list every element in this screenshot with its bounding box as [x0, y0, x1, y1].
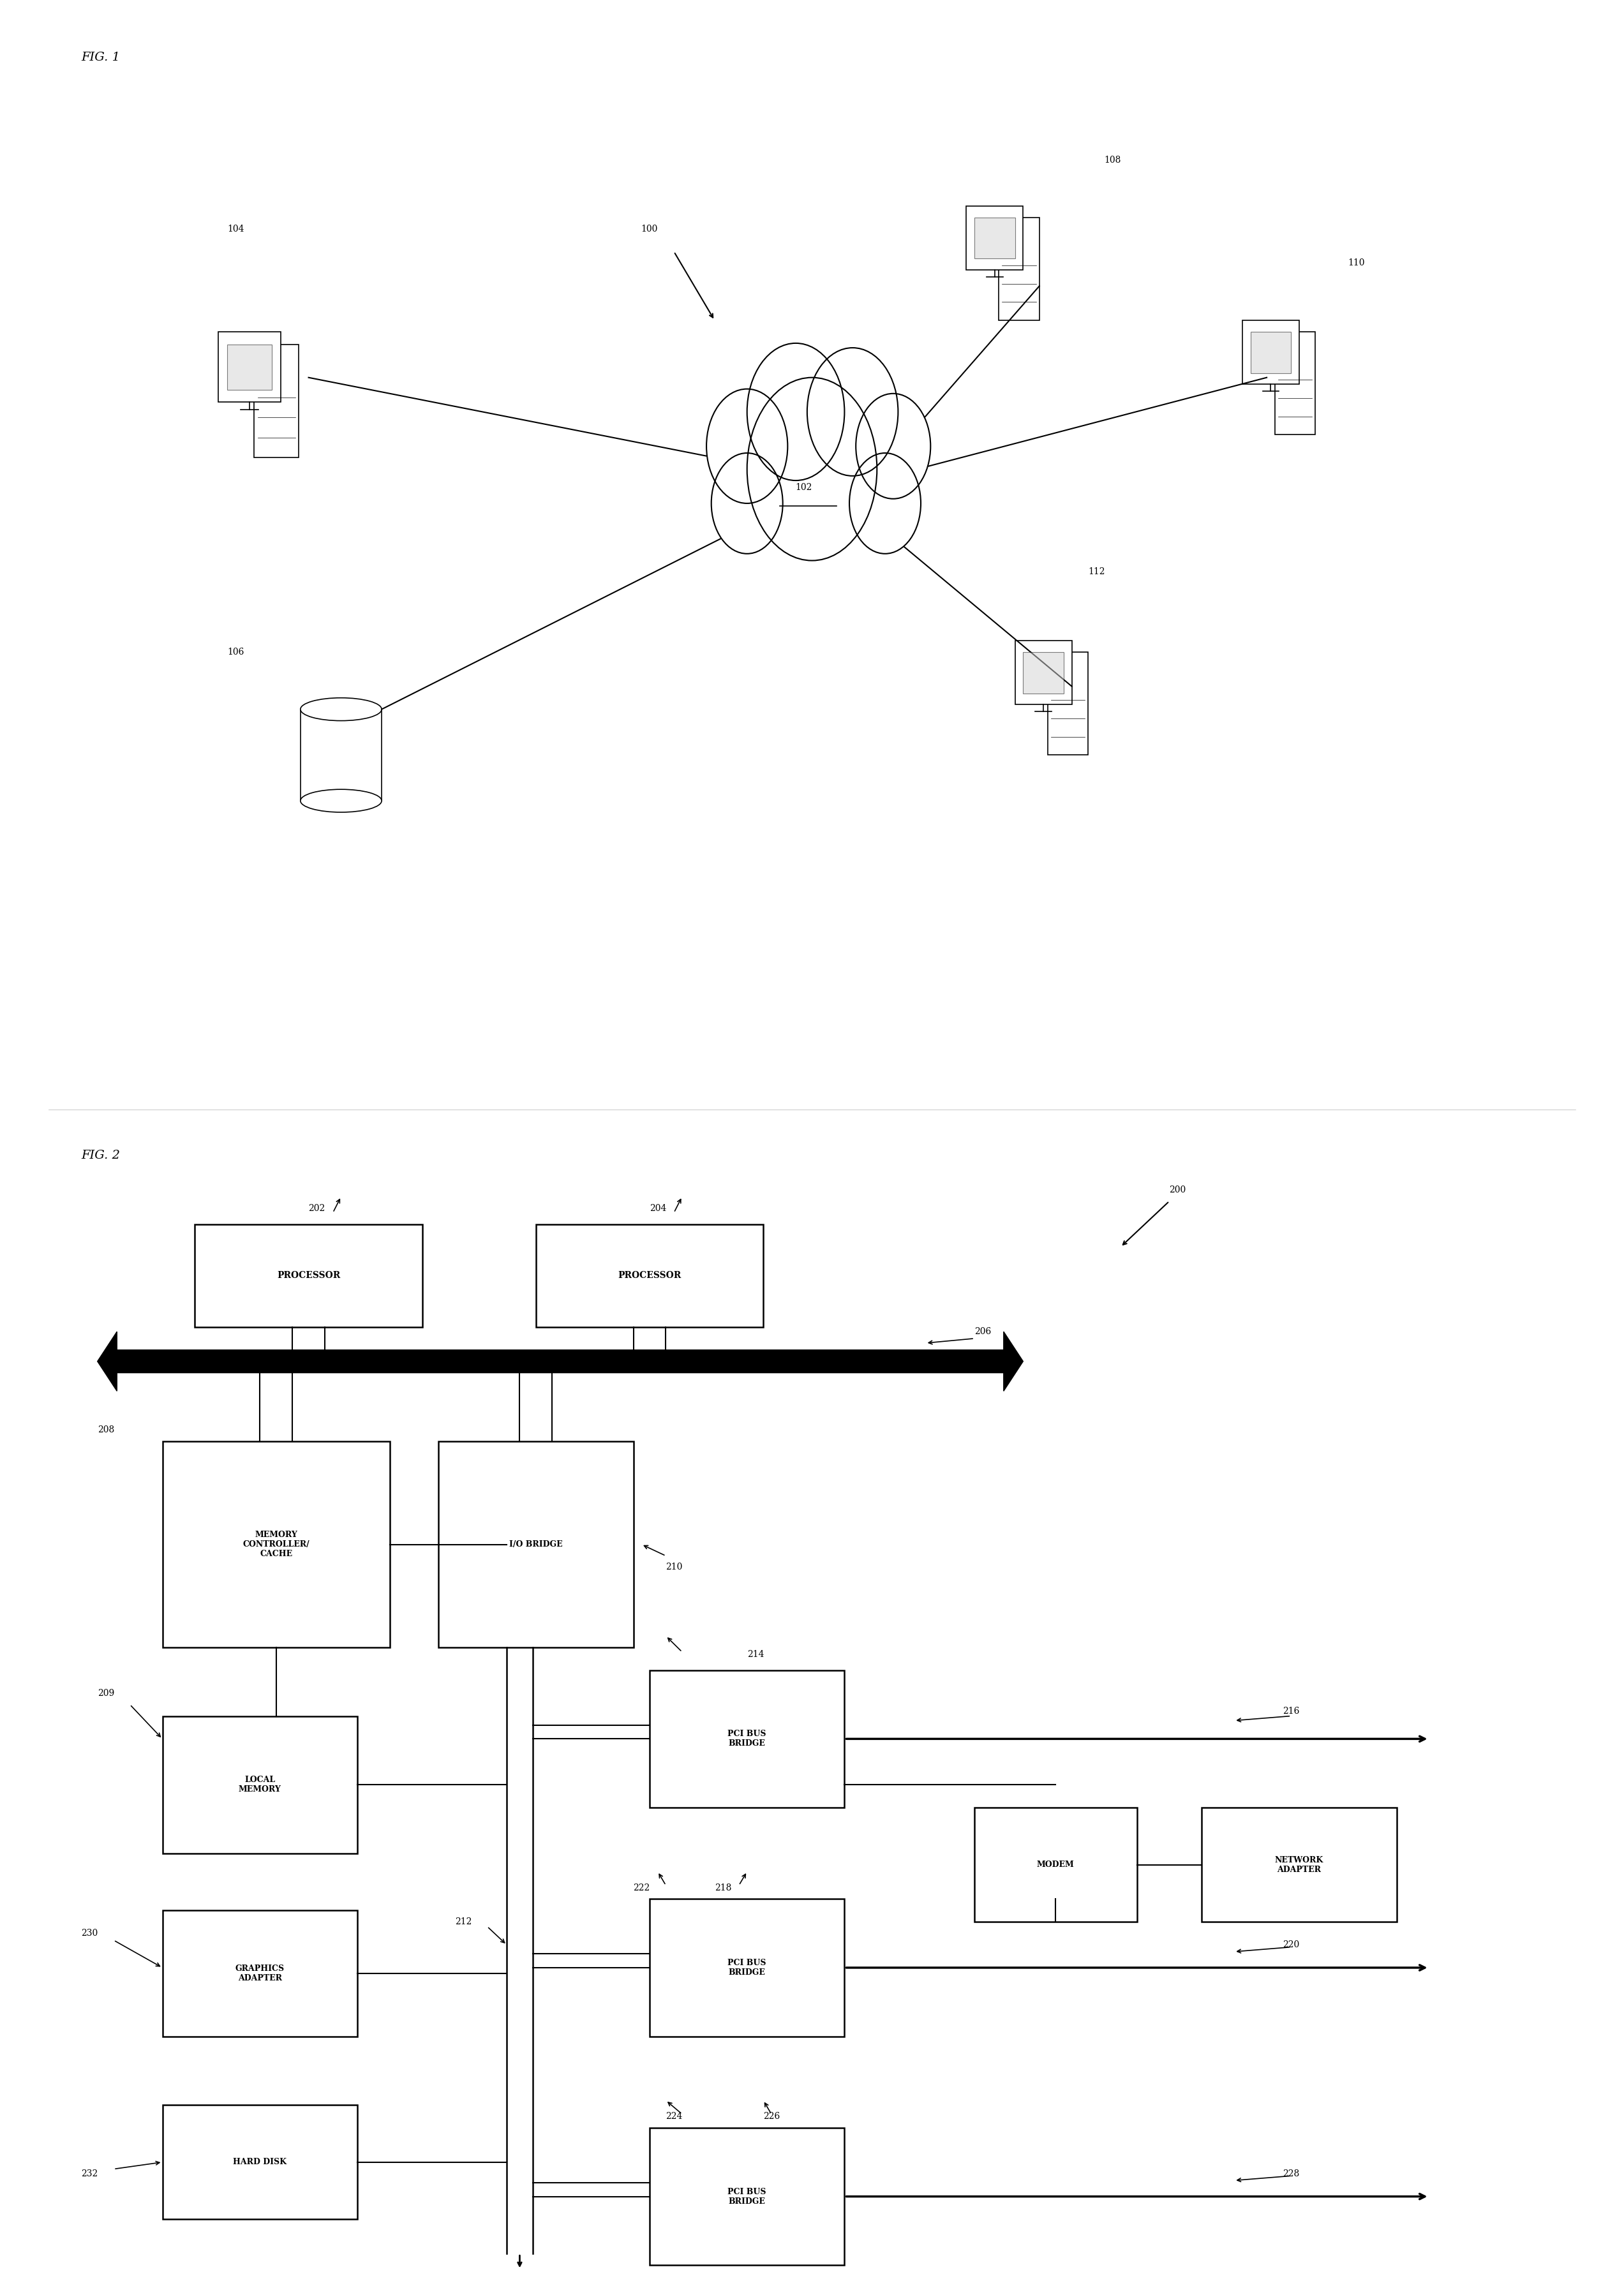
Circle shape: [807, 348, 898, 476]
Text: 226: 226: [763, 2112, 780, 2121]
Ellipse shape: [300, 789, 382, 812]
Text: 104: 104: [227, 224, 244, 233]
Text: 228: 228: [1283, 2169, 1299, 2178]
Text: 232: 232: [81, 2169, 97, 2178]
Bar: [1015, 641, 1072, 705]
Bar: [536, 1224, 763, 1327]
Bar: [974, 1808, 1137, 1922]
Bar: [227, 343, 273, 389]
Bar: [438, 1441, 633, 1647]
Text: 202: 202: [309, 1203, 325, 1213]
Bar: [253, 343, 299, 458]
Bar: [1047, 652, 1088, 755]
Bar: [650, 2128, 844, 2265]
Bar: [300, 709, 382, 801]
Text: 220: 220: [1283, 1940, 1299, 1949]
Bar: [1202, 1808, 1397, 1922]
Circle shape: [706, 389, 788, 503]
Text: 210: 210: [666, 1563, 682, 1572]
Circle shape: [856, 394, 931, 499]
Text: PCI BUS
BRIDGE: PCI BUS BRIDGE: [728, 2187, 767, 2206]
Text: PROCESSOR: PROCESSOR: [278, 1272, 339, 1279]
Text: FIG. 2: FIG. 2: [81, 1149, 120, 1162]
Text: HARD DISK: HARD DISK: [232, 2158, 287, 2167]
Text: 230: 230: [81, 1929, 97, 1938]
Text: 212: 212: [455, 1917, 471, 1926]
Bar: [650, 1670, 844, 1808]
Bar: [162, 1910, 357, 2036]
Text: MODEM: MODEM: [1036, 1860, 1075, 1869]
Text: 222: 222: [633, 1883, 650, 1892]
Text: 204: 204: [650, 1203, 666, 1213]
Text: 102: 102: [796, 483, 812, 492]
Text: 209: 209: [97, 1689, 114, 1698]
Text: I/O BRIDGE: I/O BRIDGE: [510, 1540, 562, 1549]
Text: NETWORK
ADAPTER: NETWORK ADAPTER: [1275, 1856, 1324, 1874]
Text: PCI BUS
BRIDGE: PCI BUS BRIDGE: [728, 1730, 767, 1748]
Bar: [162, 1441, 390, 1647]
Text: 208: 208: [97, 1425, 114, 1435]
Bar: [974, 217, 1015, 259]
Text: 110: 110: [1348, 259, 1364, 268]
Bar: [1242, 320, 1299, 384]
Text: 200: 200: [1169, 1185, 1186, 1194]
Text: MEMORY
CONTROLLER/
CACHE: MEMORY CONTROLLER/ CACHE: [242, 1531, 310, 1558]
Bar: [195, 1224, 422, 1327]
Bar: [1275, 332, 1315, 435]
Ellipse shape: [300, 698, 382, 721]
Bar: [650, 1899, 844, 2036]
Bar: [162, 1716, 357, 1853]
Polygon shape: [97, 1332, 1023, 1391]
Text: 112: 112: [1088, 567, 1104, 577]
Text: 108: 108: [1104, 156, 1121, 165]
Circle shape: [849, 453, 921, 554]
Text: 216: 216: [1283, 1707, 1299, 1716]
Text: 214: 214: [747, 1650, 763, 1659]
Bar: [1250, 332, 1291, 373]
Bar: [966, 206, 1023, 270]
Text: PCI BUS
BRIDGE: PCI BUS BRIDGE: [728, 1959, 767, 1977]
Circle shape: [711, 453, 783, 554]
Text: LOCAL
MEMORY: LOCAL MEMORY: [239, 1775, 281, 1794]
Bar: [1023, 652, 1064, 693]
Text: PROCESSOR: PROCESSOR: [619, 1272, 680, 1279]
Text: 218: 218: [715, 1883, 731, 1892]
Text: GRAPHICS
ADAPTER: GRAPHICS ADAPTER: [235, 1965, 284, 1981]
Circle shape: [747, 343, 844, 480]
Bar: [999, 217, 1039, 320]
Bar: [162, 2105, 357, 2219]
Text: 100: 100: [641, 224, 658, 233]
Text: FIG. 1: FIG. 1: [81, 50, 120, 64]
Circle shape: [747, 378, 877, 561]
Text: 206: 206: [974, 1327, 991, 1336]
Bar: [218, 332, 281, 403]
Text: 106: 106: [227, 648, 244, 657]
Text: 224: 224: [666, 2112, 682, 2121]
